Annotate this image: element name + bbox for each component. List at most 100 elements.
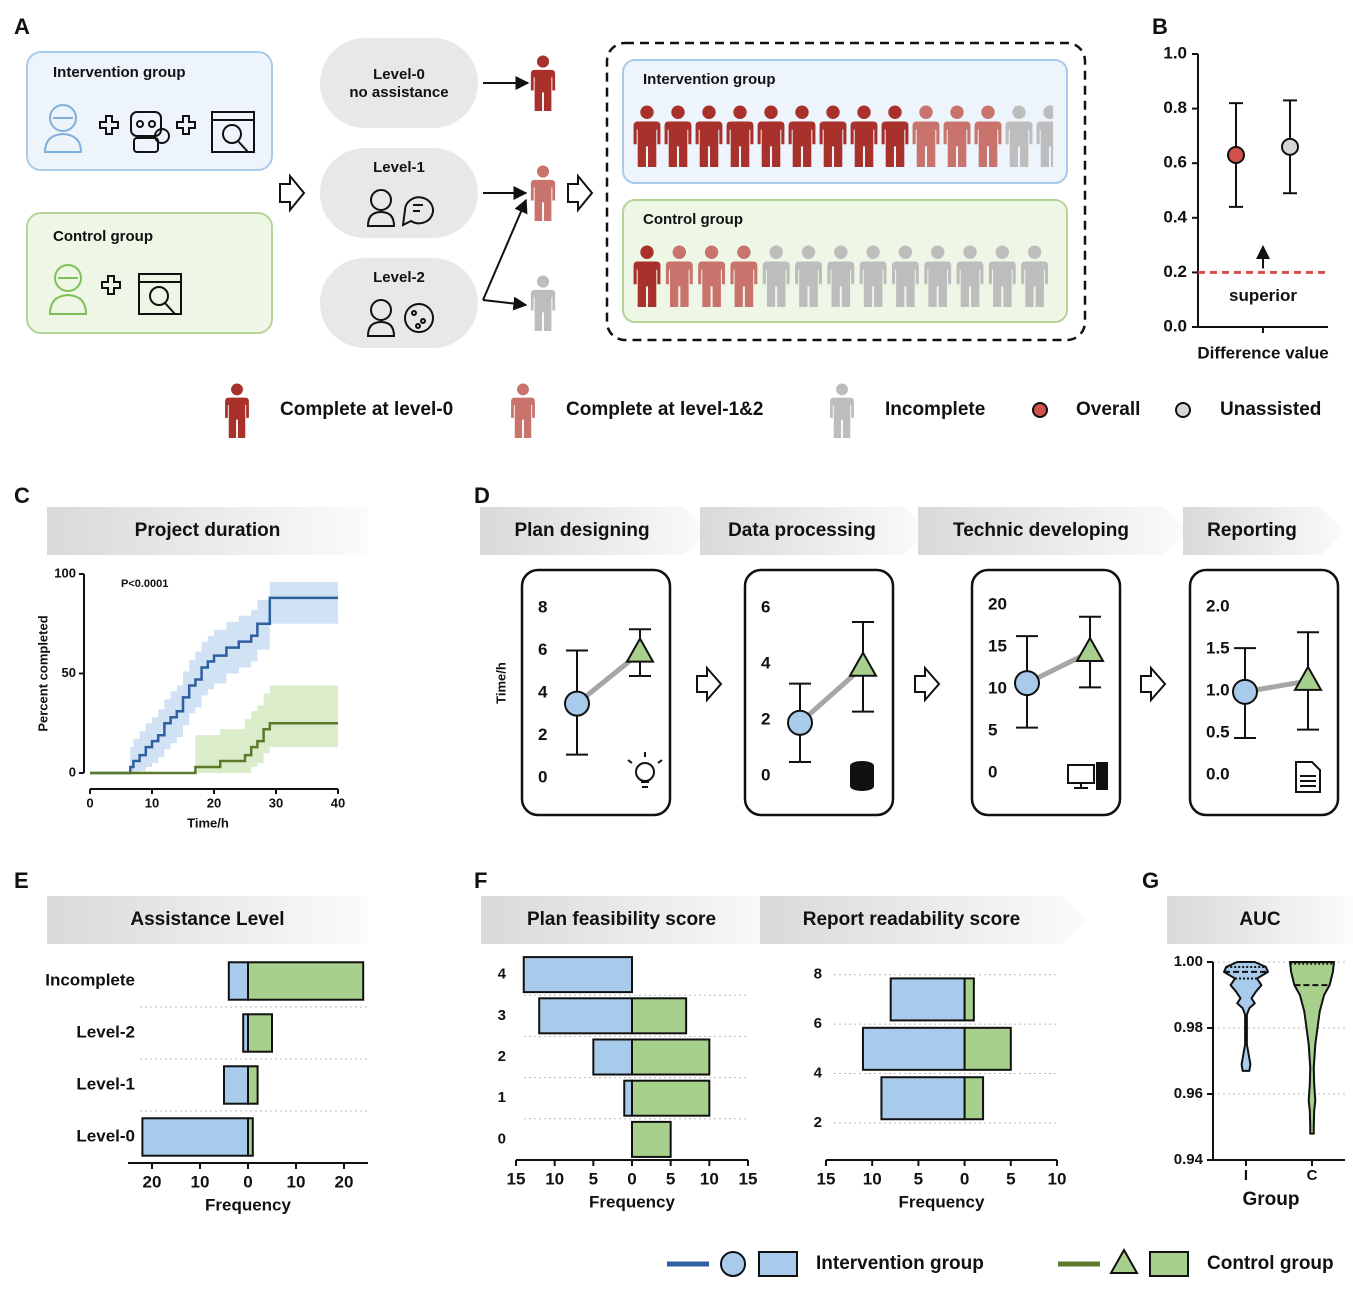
person-icon	[530, 55, 556, 111]
stage-box	[1188, 568, 1340, 817]
legend-label: Intervention group	[816, 1253, 984, 1274]
x-tick-label: 15	[739, 1169, 758, 1188]
x-axis-label: Frequency	[589, 1192, 676, 1211]
big-arrow	[279, 173, 306, 213]
x-tick-label: 10	[863, 1169, 882, 1188]
y-tick-label: 0.96	[1174, 1085, 1203, 1102]
level-title: Level-0	[373, 66, 425, 83]
person-head	[888, 105, 902, 119]
person-icon	[664, 105, 692, 167]
person-icon	[974, 105, 1002, 167]
person-count	[1005, 105, 1053, 167]
search-icon	[138, 273, 182, 315]
panel-header	[918, 507, 1188, 555]
person-icon	[850, 105, 878, 167]
panel-label: D	[474, 483, 490, 508]
person-icon	[633, 105, 661, 167]
panel-label: C	[14, 483, 30, 508]
chart-title: Technic developing	[953, 520, 1129, 541]
chart-title: Data processing	[728, 520, 876, 541]
person-head	[866, 245, 880, 259]
person-body	[988, 261, 1016, 307]
panel-label: A	[14, 14, 30, 39]
panel-header	[700, 507, 928, 555]
panel-header	[1167, 896, 1353, 944]
person-head	[672, 245, 687, 259]
x-tick-label: 5	[589, 1169, 598, 1188]
category-label: Incomplete	[45, 970, 135, 989]
stage-box	[520, 568, 672, 817]
x-tick-label: 10	[545, 1169, 564, 1188]
legend-marker	[1032, 402, 1048, 418]
level-pill	[320, 148, 478, 238]
person-head	[640, 105, 654, 119]
person-icon	[881, 105, 909, 167]
person-count	[633, 105, 909, 167]
bar	[963, 977, 975, 1022]
person-icon	[225, 383, 249, 438]
person-head	[764, 105, 778, 119]
person-body	[1005, 121, 1033, 167]
x-tick-label: 10	[700, 1169, 719, 1188]
person-head	[981, 105, 995, 119]
bar	[247, 961, 365, 1001]
legend-marker	[1175, 402, 1191, 418]
x-axis-label: Difference value	[1197, 343, 1328, 362]
person-head	[536, 165, 550, 178]
bar	[861, 1026, 966, 1071]
x-tick-label: 20	[335, 1172, 354, 1191]
level-title: Level-2	[373, 269, 425, 286]
x-tick-label: 0	[627, 1169, 636, 1188]
person-body	[859, 261, 887, 307]
y-tick-label: 2	[761, 709, 770, 728]
person-body	[530, 69, 556, 111]
x-tick-label: 10	[1048, 1169, 1067, 1188]
point-triangle	[848, 650, 878, 677]
point-circle	[1232, 678, 1258, 705]
outcome-label: Control group	[643, 211, 743, 228]
person-body	[225, 397, 249, 438]
legend-label: Incomplete	[885, 399, 985, 420]
chart-title: Plan feasibility score	[527, 909, 716, 930]
level-pill	[320, 258, 478, 348]
stage-box	[743, 568, 895, 817]
y-tick-label: 0.6	[1163, 153, 1187, 172]
point-circle	[1014, 670, 1040, 697]
chart-title: Report readability score	[803, 909, 1021, 930]
violin	[1223, 961, 1269, 1072]
person-count	[665, 245, 758, 307]
chart-title: Plan designing	[514, 520, 649, 541]
person-head	[640, 245, 654, 259]
x-tick-label: 10	[191, 1172, 210, 1191]
person-body	[912, 121, 940, 167]
legend-label: Overall	[1076, 399, 1140, 420]
y-tick-label: 6	[538, 640, 547, 659]
panel-label: E	[14, 868, 29, 893]
person-body	[943, 121, 971, 167]
confidence-band	[90, 581, 338, 773]
person-icon	[762, 245, 790, 307]
person-body	[974, 121, 1002, 167]
person-body	[850, 121, 878, 167]
doctor-icon	[48, 264, 88, 315]
person-head	[857, 105, 871, 119]
x-axis-label: Group	[1243, 1189, 1300, 1210]
y-tick-label: 10	[988, 678, 1007, 697]
person-icon	[530, 275, 556, 331]
x-tick-label: 10	[287, 1172, 306, 1191]
person-body	[530, 179, 556, 221]
person-body	[664, 121, 692, 167]
person-head	[950, 105, 964, 119]
person-body	[924, 261, 952, 307]
bar	[623, 1079, 633, 1117]
x-tick-label: C	[1307, 1167, 1318, 1184]
x-axis-label: Frequency	[899, 1192, 986, 1211]
point-circle	[787, 709, 813, 736]
category-label: Level-0	[76, 1126, 135, 1145]
person-head	[1027, 245, 1042, 259]
y-tick-label: 1.0	[1163, 43, 1187, 62]
person-icon	[1005, 105, 1033, 167]
x-tick-label: I	[1244, 1167, 1248, 1184]
person-icon	[730, 245, 758, 307]
